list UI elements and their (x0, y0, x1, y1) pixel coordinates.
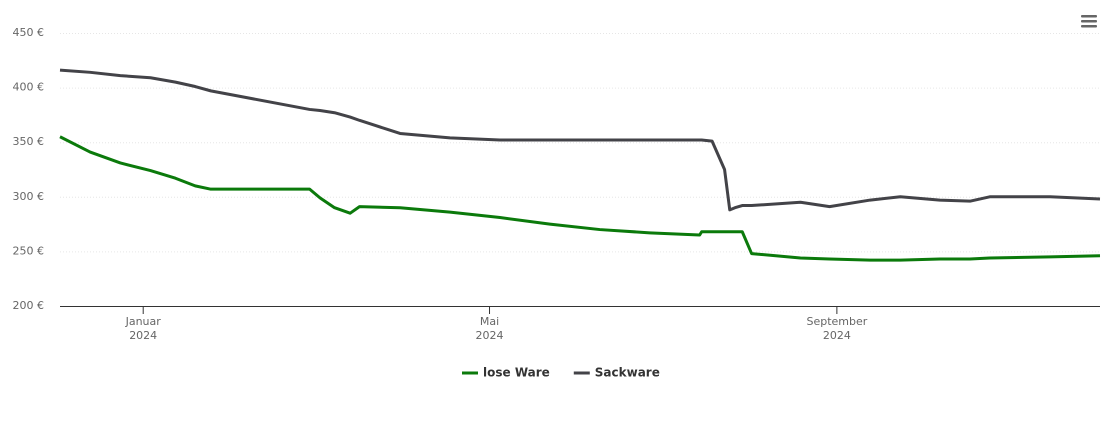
y-tick-label: 250 € (13, 244, 45, 257)
y-tick-label: 350 € (13, 135, 45, 148)
x-tick-label: Mai 2024 (475, 315, 504, 342)
menu-bar (1081, 20, 1097, 23)
legend-label: lose Ware (483, 366, 550, 380)
menu-icon[interactable] (1081, 15, 1097, 28)
data-line (59, 135, 1101, 262)
x-tick-label: Januar 2024 (125, 315, 161, 342)
y-tick-label: 450 € (13, 26, 45, 39)
y-tick-label: 400 € (13, 81, 45, 94)
y-tick-label: 200 € (13, 299, 45, 312)
data-line (59, 68, 1101, 212)
legend-label: Sackware (595, 366, 660, 380)
x-tick-label: September 2024 (806, 315, 868, 342)
menu-bar (1081, 15, 1097, 18)
y-tick-label: 300 € (13, 190, 45, 203)
menu-bar (1081, 25, 1097, 28)
